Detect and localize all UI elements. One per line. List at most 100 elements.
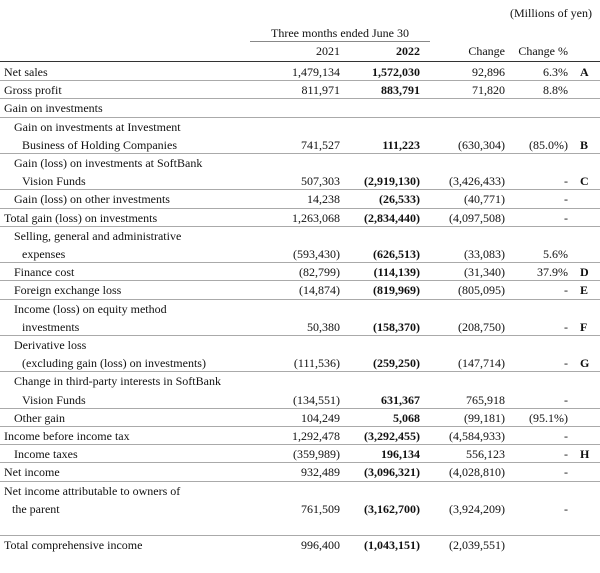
row-label: investments [22,319,80,334]
cell: (147,714) [458,356,505,371]
cell: (1,043,151) [364,538,420,552]
cell: 111,223 [382,137,420,152]
rule [0,61,600,62]
cell: (3,162,700) [364,501,420,516]
cell: (82,799) [299,265,340,280]
period: Three months ended June 30 [271,26,409,40]
cell: (2,919,130) [364,174,420,189]
cell: (26,533) [379,192,420,207]
note-letter: E [580,283,589,298]
cell: (819,969) [373,283,420,298]
cell: 932,489 [301,465,340,480]
rule [250,41,430,42]
row-label: Business of Holding Companies [22,137,177,152]
row-label: Income taxes [14,447,78,462]
row-label: Foreign exchange loss [14,283,122,298]
row-label: the parent [12,501,60,516]
rule [0,444,600,446]
cell: (40,771) [464,192,505,207]
rule [0,116,600,118]
note-letter: B [580,137,589,152]
rule [0,207,600,209]
cell: (134,551) [293,392,340,407]
cell: (31,340) [464,265,505,280]
cell: - [564,356,568,371]
row-label: Gain on investments [4,101,103,116]
cell: (3,426,433) [449,174,505,189]
cell: 811,971 [301,83,340,98]
cell: - [564,174,568,189]
cell: (3,292,455) [364,429,420,443]
cell: (99,181) [464,410,505,425]
cell: (259,250) [373,356,420,371]
row-label: Income before income tax [4,429,130,443]
cell: - [564,447,568,462]
cell: (114,139) [373,265,420,280]
cell: (3,924,209) [449,501,505,516]
column-header: 2021 [316,44,340,58]
rule [0,480,600,482]
cell: - [564,429,568,443]
cell: 765,918 [466,392,505,407]
rule [0,153,600,154]
row-label: Gain on investments at Investment [14,119,181,134]
note-letter: H [580,447,590,462]
cell: 14,238 [307,192,340,207]
cell: 104,249 [301,410,340,425]
row-label: Change in third-party interests in SoftB… [14,374,221,389]
cell: 71,820 [472,83,505,98]
row-label: Gain (loss) on other investments [14,192,170,207]
note-letter: C [580,174,589,189]
cell: 1,292,478 [292,429,340,443]
row-label: Gain (loss) on investments at SoftBank [14,156,203,170]
rule [0,371,600,373]
cell: (158,370) [373,319,420,334]
row-label: Net income [4,465,60,480]
cell: (14,874) [299,283,340,298]
cell: (359,989) [293,447,340,462]
rule [0,335,600,336]
cell: - [564,192,568,207]
cell: 761,509 [301,501,340,516]
cell: (208,750) [458,319,505,334]
row-label: Other gain [14,410,65,425]
cell: - [564,319,568,334]
row-label: Gross profit [4,83,62,98]
cell: 5,068 [393,410,420,425]
cell: - [564,392,568,407]
cell: - [564,210,568,225]
cell: (111,536) [293,356,340,371]
units: (Millions of yen) [510,6,592,20]
row-label: Income (loss) on equity method [14,301,167,316]
cell: (805,095) [458,283,505,298]
cell: 37.9% [537,265,568,280]
rule [0,262,600,264]
cell: 507,303 [301,174,340,189]
cell: - [564,465,568,480]
note-letter: D [580,265,589,280]
cell: 556,123 [466,447,505,462]
cell: 1,479,134 [292,65,340,79]
cell: 996,400 [301,538,340,552]
cell: 50,380 [307,319,340,334]
cell: 1,263,068 [292,210,340,225]
cell: - [564,501,568,516]
cell: (95.1%) [529,410,568,425]
cell: 6.3% [543,65,568,79]
row-label: (excluding gain (loss) on investments) [22,356,206,371]
cell: 883,791 [381,83,420,98]
cell: 741,527 [301,137,340,152]
rule [0,80,600,82]
cell: (2,039,551) [449,538,505,552]
row-label: Net sales [4,65,48,79]
rule [0,407,600,409]
cell: (626,513) [373,247,420,261]
cell: (4,097,508) [449,210,505,225]
cell: 8.8% [543,83,568,98]
rule [0,225,600,227]
rule [0,426,600,427]
row-label: Total gain (loss) on investments [4,210,158,225]
cell: - [564,283,568,298]
rule [0,462,600,464]
note-letter: A [580,65,589,79]
